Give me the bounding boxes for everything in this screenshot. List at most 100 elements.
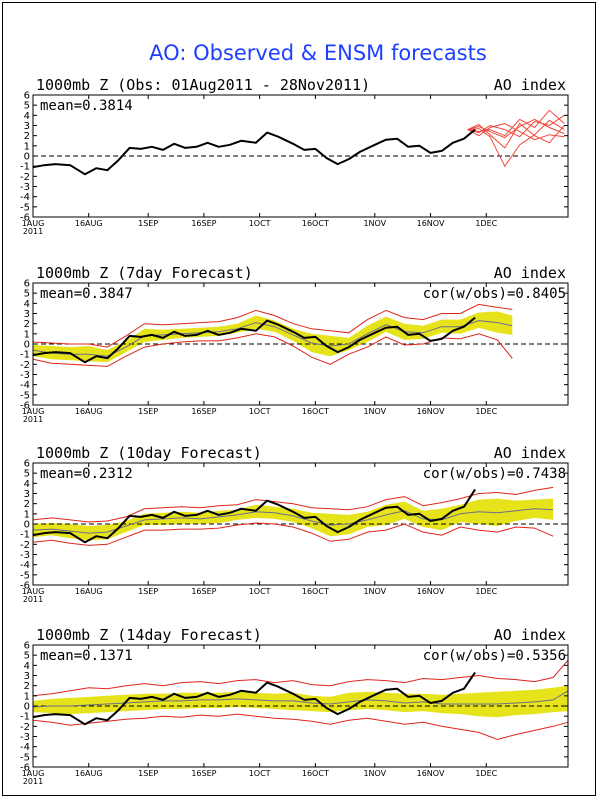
y-tick-label: -5 [20,570,30,581]
x-tick-label: 1AUG [22,769,45,778]
y-tick-label: -1 [20,712,30,723]
y-tick-label: 5 [24,101,30,112]
x-tick-label: 1SEP [138,407,158,416]
x-tick-label: 2011 [23,415,43,424]
x-tick-label: 1NOV [363,587,386,596]
x-tick-label: 1NOV [363,219,386,228]
y-tick-label: -2 [20,172,30,183]
x-tick-label: 2011 [23,227,43,236]
panel-title: 1000mb Z (7day Forecast) [36,264,253,282]
observed-line [32,128,476,176]
x-tick-label: 1OCT [249,407,271,416]
y-tick-label: 2 [24,319,30,330]
y-tick-label: 1 [24,509,30,520]
y-tick-label: -3 [20,550,30,561]
y-tick-label: 2 [24,499,30,510]
x-tick-label: 2011 [23,777,43,786]
correlation-stat: cor(w/obs)=0.8405 [423,286,566,302]
y-tick-label: -6 [20,401,30,412]
mean-stat: mean=0.2312 [40,466,133,482]
spread-band [33,311,513,363]
y-tick-label: -3 [20,182,30,193]
y-tick-label: 3 [24,309,30,320]
x-tick-label: 16OCT [302,769,329,778]
y-tick-label: 0 [24,340,30,351]
y-tick-label: 5 [24,289,30,300]
forecast-member-2 [467,122,565,149]
panel-1: 1000mb Z (Obs: 01Aug2011 - 28Nov2011) AO … [20,76,569,236]
y-tick-label: -5 [20,202,30,213]
envelope-upper-line [32,486,554,523]
y-tick-label: 4 [24,479,30,490]
x-tick-label: 1SEP [138,587,158,596]
x-tick-label: 1NOV [363,769,386,778]
y-tick-label: -3 [20,370,30,381]
panel-right-label: AO index [494,626,566,644]
y-tick-label: 4 [24,111,30,122]
y-tick-label: 1 [24,691,30,702]
x-tick-label: 16OCT [302,407,329,416]
x-tick-label: 1NOV [363,407,386,416]
panel-2: 1000mb Z (7day Forecast) AO index mean=0.3… [20,264,569,424]
x-tick-label: 16AUG [75,407,103,416]
x-tick-label: 16NOV [417,587,445,596]
y-tick-label: 3 [24,121,30,132]
y-tick-label: 6 [24,279,30,290]
y-tick-label: 6 [24,641,30,652]
y-tick-label: -1 [20,350,30,361]
correlation-stat: cor(w/obs)=0.5356 [423,648,566,664]
x-tick-label: 16NOV [417,769,445,778]
observed-line [32,316,476,364]
figure-title: AO: Observed & ENSM forecasts [149,41,487,65]
x-tick-label: 1SEP [138,769,158,778]
panel-right-label: AO index [494,264,566,282]
x-tick-label: 16OCT [302,219,329,228]
y-tick-label: 6 [24,459,30,470]
y-tick-label: 2 [24,681,30,692]
envelope-lower-line [32,713,569,741]
observed-line [32,488,476,544]
y-tick-label: 4 [24,299,30,310]
mean-stat: mean=0.3847 [40,286,133,302]
forecast-member-1 [467,118,565,139]
x-tick-label: 2011 [23,595,43,604]
x-tick-label: 16SEP [191,219,216,228]
x-tick-label: 1DEC [475,587,497,596]
spread-band [33,498,554,541]
y-tick-label: -4 [20,742,30,753]
panel-right-label: AO index [494,444,566,462]
observed-line [32,671,476,726]
y-tick-label: -4 [20,560,30,571]
envelope-upper-line [32,659,569,697]
x-tick-label: 16AUG [75,587,103,596]
envelope-lower-line [32,522,554,546]
y-tick-label: 4 [24,661,30,672]
panel-4: 1000mb Z (14day Forecast) AO index mean=0.… [20,626,569,786]
y-tick-label: -5 [20,390,30,401]
panel-right-label: AO index [494,76,566,94]
y-tick-label: -6 [20,763,30,774]
mean-stat: mean=0.1371 [40,648,133,664]
x-tick-label: 1OCT [249,769,271,778]
x-tick-label: 1OCT [249,219,271,228]
panel-3: 1000mb Z (10day Forecast) AO index mean=0.… [20,444,569,604]
y-tick-label: -6 [20,213,30,224]
y-tick-label: -2 [20,540,30,551]
x-tick-label: 1SEP [138,219,158,228]
y-tick-label: -1 [20,162,30,173]
x-tick-label: 16AUG [75,769,103,778]
x-tick-label: 16NOV [417,407,445,416]
x-tick-label: 16OCT [302,587,329,596]
y-tick-label: -2 [20,722,30,733]
y-tick-label: -1 [20,530,30,541]
y-tick-label: -4 [20,192,30,203]
x-tick-label: 1AUG [22,219,45,228]
x-tick-label: 16SEP [191,769,216,778]
y-tick-label: 1 [24,329,30,340]
correlation-stat: cor(w/obs)=0.7438 [423,466,566,482]
panel-title: 1000mb Z (Obs: 01Aug2011 - 28Nov2011) [36,76,370,94]
y-tick-label: 5 [24,651,30,662]
y-tick-label: 0 [24,152,30,163]
y-tick-label: -3 [20,732,30,743]
